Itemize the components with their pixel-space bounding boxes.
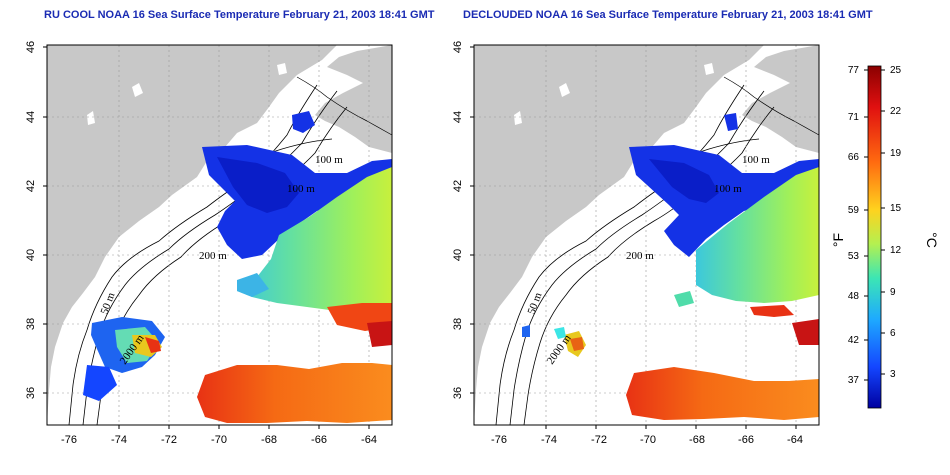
right-lon-tick-70: -70 bbox=[640, 434, 656, 446]
left-lon-tick-74: -74 bbox=[111, 434, 127, 446]
colorbar-f-tick-48: 48 bbox=[848, 291, 860, 302]
right-bathy-label-100m-mid: 100 m bbox=[714, 183, 742, 195]
colorbar-c-tick-25: 25 bbox=[890, 65, 902, 76]
left-map-title: RU COOL NOAA 16 Sea Surface Temperature … bbox=[44, 9, 435, 21]
colorbar-f-tick-53: 53 bbox=[848, 251, 860, 262]
left-map-axes: -76 -74 -72 -70 -68 -66 -64 46 44 42 40 … bbox=[25, 41, 377, 446]
right-lat-tick-42: 42 bbox=[452, 180, 464, 192]
right-lat-tick-46: 46 bbox=[452, 41, 464, 53]
right-lon-tick-76: -76 bbox=[491, 434, 507, 446]
right-lon-tick-72: -72 bbox=[591, 434, 607, 446]
colorbar-c-tick-9: 9 bbox=[890, 287, 896, 298]
left-lon-tick-76: -76 bbox=[61, 434, 77, 446]
left-lat-tick-44: 44 bbox=[25, 111, 37, 123]
right-bathy-label-200m: 200 m bbox=[626, 250, 654, 262]
left-bathy-label-100m-mid: 100 m bbox=[287, 183, 315, 195]
left-bathy-label-100m-north: 100 m bbox=[315, 154, 343, 166]
left-lon-tick-66: -66 bbox=[311, 434, 327, 446]
colorbar-c-tick-3: 3 bbox=[890, 369, 896, 380]
colorbar-c-tick-12: 12 bbox=[890, 245, 902, 256]
colorbar-f-tick-71: 71 bbox=[848, 112, 860, 123]
left-lat-tick-42: 42 bbox=[25, 180, 37, 192]
colorbar-c-tick-22: 22 bbox=[890, 106, 902, 117]
left-lat-tick-40: 40 bbox=[25, 249, 37, 261]
right-map-axes: -76 -74 -72 -70 -68 -66 -64 46 44 42 40 … bbox=[452, 41, 803, 446]
left-bathy-label-200m: 200 m bbox=[199, 250, 227, 262]
right-lat-tick-38: 38 bbox=[452, 318, 464, 330]
colorbar-celsius-unit: °C bbox=[924, 232, 940, 248]
right-map-title: DECLOUDED NOAA 16 Sea Surface Temperatur… bbox=[463, 9, 873, 21]
left-lat-tick-38: 38 bbox=[25, 318, 37, 330]
right-lon-tick-68: -68 bbox=[689, 434, 705, 446]
left-lon-tick-68: -68 bbox=[261, 434, 277, 446]
right-lat-tick-44: 44 bbox=[452, 111, 464, 123]
right-map-panel: 100 m 100 m 200 m 50 m 2000 m bbox=[473, 44, 820, 426]
right-bathy-label-100m-north: 100 m bbox=[742, 154, 770, 166]
left-lon-tick-72: -72 bbox=[161, 434, 177, 446]
colorbar-c-tick-15: 15 bbox=[890, 203, 902, 214]
right-lat-tick-36: 36 bbox=[452, 387, 464, 399]
left-lat-tick-46: 46 bbox=[25, 41, 37, 53]
colorbar-f-tick-77: 77 bbox=[848, 65, 860, 76]
colorbar-f-tick-59: 59 bbox=[848, 205, 860, 216]
colorbar-f-tick-42: 42 bbox=[848, 335, 860, 346]
left-lat-tick-36: 36 bbox=[25, 387, 37, 399]
colorbar-c-tick-19: 19 bbox=[890, 148, 902, 159]
left-lon-tick-64: -64 bbox=[361, 434, 377, 446]
right-lon-tick-64: -64 bbox=[787, 434, 803, 446]
colorbar-c-tick-6: 6 bbox=[890, 328, 896, 339]
left-lon-tick-70: -70 bbox=[211, 434, 227, 446]
right-lat-tick-40: 40 bbox=[452, 249, 464, 261]
right-lon-tick-74: -74 bbox=[541, 434, 557, 446]
colorbar-f-tick-37: 37 bbox=[848, 375, 860, 386]
temperature-colorbar: 77 71 66 59 53 48 42 37 25 22 19 15 12 9… bbox=[830, 65, 940, 409]
right-lon-tick-66: -66 bbox=[738, 434, 754, 446]
colorbar-fahrenheit-unit: °F bbox=[830, 233, 846, 247]
left-map-panel: 100 m 100 m 200 m 50 m 2000 m bbox=[46, 44, 393, 426]
colorbar-f-tick-66: 66 bbox=[848, 152, 860, 163]
